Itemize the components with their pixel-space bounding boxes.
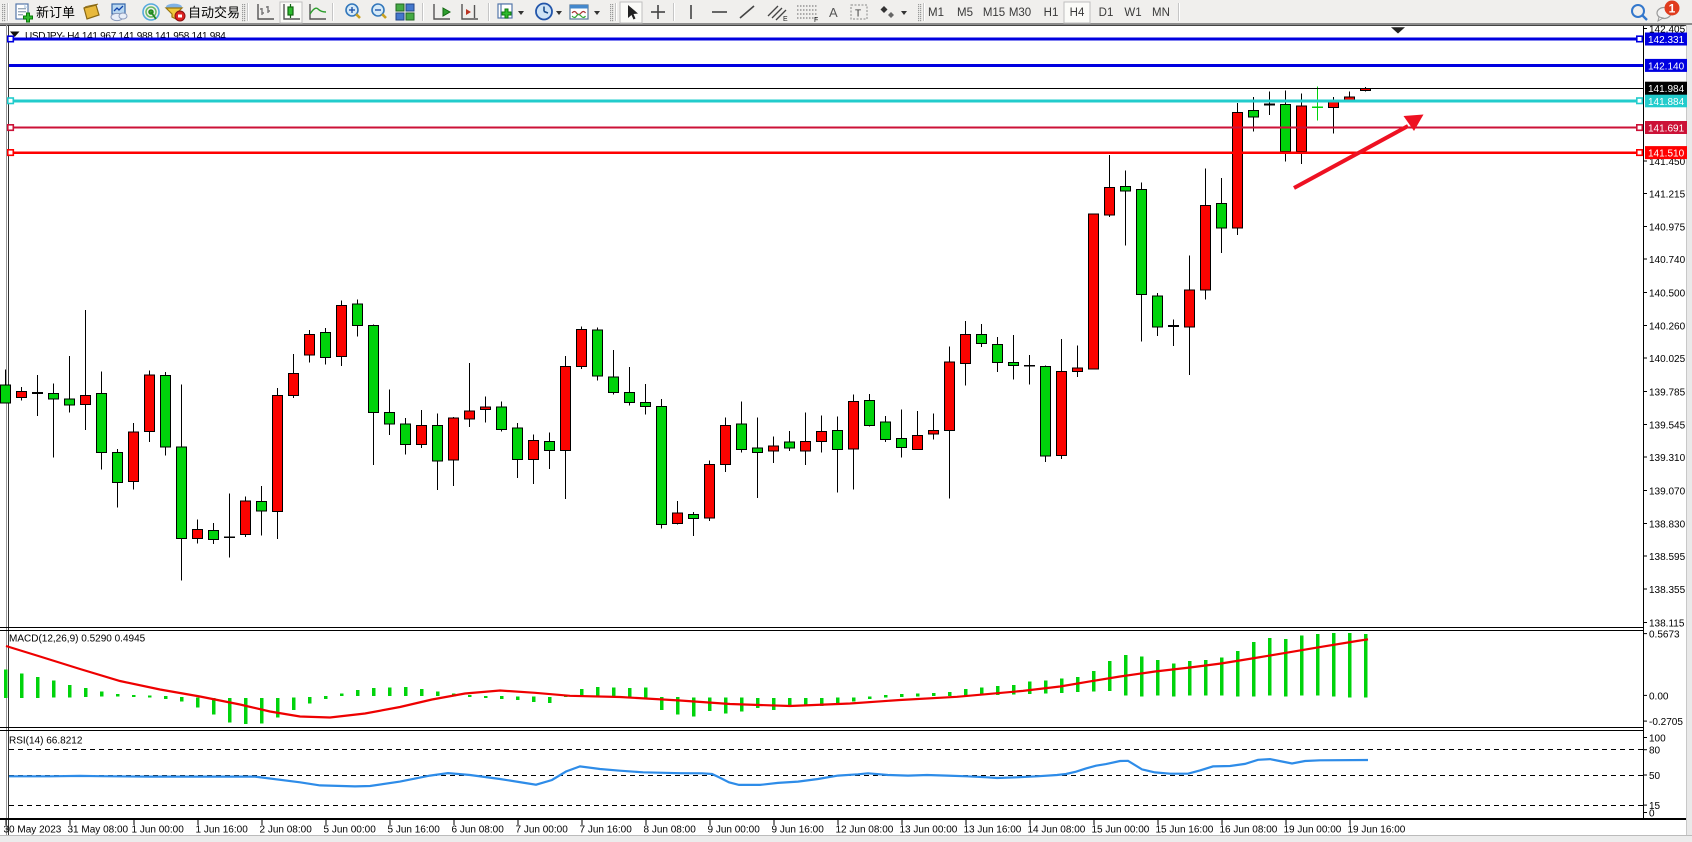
svg-text:141.215: 141.215 xyxy=(1649,189,1686,200)
svg-text:8 Jun 08:00: 8 Jun 08:00 xyxy=(644,824,697,835)
svg-text:MACD(12,26,9) 0.5290 0.4945: MACD(12,26,9) 0.5290 0.4945 xyxy=(9,634,146,645)
svg-text:1 Jun 00:00: 1 Jun 00:00 xyxy=(132,824,185,835)
svg-text:7 Jun 16:00: 7 Jun 16:00 xyxy=(580,824,633,835)
svg-text:H1: H1 xyxy=(1044,7,1059,19)
svg-text:141.884: 141.884 xyxy=(1648,97,1685,108)
svg-text:6 Jun 08:00: 6 Jun 08:00 xyxy=(452,824,505,835)
svg-text:M15: M15 xyxy=(983,7,1005,19)
svg-text:M5: M5 xyxy=(957,7,973,19)
svg-text:80: 80 xyxy=(1649,746,1661,757)
svg-text:M30: M30 xyxy=(1009,7,1031,19)
svg-text:140.025: 140.025 xyxy=(1649,354,1686,365)
svg-text:RSI(14) 66.8212: RSI(14) 66.8212 xyxy=(9,736,83,747)
svg-text:USDJPY-,H4 141.967 141.988 14: USDJPY-,H4 141.967 141.988 141.958 141.9… xyxy=(25,31,226,42)
svg-text:142.140: 142.140 xyxy=(1648,61,1685,72)
svg-text:15: 15 xyxy=(1649,801,1661,812)
svg-text:138.830: 138.830 xyxy=(1649,520,1686,531)
svg-text:138.595: 138.595 xyxy=(1649,552,1686,563)
svg-text:9 Jun 00:00: 9 Jun 00:00 xyxy=(708,824,761,835)
svg-text:100: 100 xyxy=(1649,734,1666,745)
svg-text:139.785: 139.785 xyxy=(1649,387,1686,398)
svg-text:2 Jun 08:00: 2 Jun 08:00 xyxy=(260,824,313,835)
svg-text:140.975: 140.975 xyxy=(1649,223,1686,234)
svg-text:16 Jun 08:00: 16 Jun 08:00 xyxy=(1220,824,1278,835)
svg-text:140.260: 140.260 xyxy=(1649,322,1686,333)
svg-text:1: 1 xyxy=(1669,2,1676,16)
svg-text:D1: D1 xyxy=(1099,7,1114,19)
svg-text:自动交易: 自动交易 xyxy=(188,5,240,20)
svg-text:1 Jun 16:00: 1 Jun 16:00 xyxy=(196,824,249,835)
svg-text:0: 0 xyxy=(1649,809,1655,820)
svg-text:141.450: 141.450 xyxy=(1649,157,1686,168)
svg-text:W1: W1 xyxy=(1124,7,1141,19)
svg-text:13 Jun 16:00: 13 Jun 16:00 xyxy=(964,824,1022,835)
svg-text:142.405: 142.405 xyxy=(1649,25,1686,36)
svg-text:141.984: 141.984 xyxy=(1648,84,1685,95)
svg-text:14 Jun 08:00: 14 Jun 08:00 xyxy=(1028,824,1086,835)
svg-text:7 Jun 00:00: 7 Jun 00:00 xyxy=(516,824,569,835)
svg-text:31 May 08:00: 31 May 08:00 xyxy=(68,824,129,835)
svg-text:5 Jun 16:00: 5 Jun 16:00 xyxy=(388,824,441,835)
svg-text:新订单: 新订单 xyxy=(36,5,75,20)
svg-text:139.545: 139.545 xyxy=(1649,421,1686,432)
svg-text:19 Jun 00:00: 19 Jun 00:00 xyxy=(1284,824,1342,835)
svg-text:142.331: 142.331 xyxy=(1648,35,1685,46)
svg-text:141.691: 141.691 xyxy=(1648,124,1685,135)
svg-text:0.00: 0.00 xyxy=(1649,691,1669,702)
svg-text:T: T xyxy=(855,9,861,20)
svg-text:140.740: 140.740 xyxy=(1649,255,1686,266)
svg-text:5 Jun 00:00: 5 Jun 00:00 xyxy=(324,824,377,835)
svg-text:0.5673: 0.5673 xyxy=(1649,630,1680,641)
svg-text:M1: M1 xyxy=(928,7,944,19)
svg-text:15 Jun 00:00: 15 Jun 00:00 xyxy=(1092,824,1150,835)
svg-text:19 Jun 16:00: 19 Jun 16:00 xyxy=(1348,824,1406,835)
svg-text:H4: H4 xyxy=(1070,7,1085,19)
svg-text:13 Jun 00:00: 13 Jun 00:00 xyxy=(900,824,958,835)
svg-text:138.115: 138.115 xyxy=(1649,618,1685,629)
svg-text:139.310: 139.310 xyxy=(1649,453,1686,464)
svg-text:140.500: 140.500 xyxy=(1649,288,1686,299)
svg-text:MN: MN xyxy=(1152,7,1170,19)
svg-text:138.355: 138.355 xyxy=(1649,585,1686,596)
svg-text:139.070: 139.070 xyxy=(1649,486,1686,497)
svg-text:50: 50 xyxy=(1649,771,1661,782)
svg-text:15 Jun 16:00: 15 Jun 16:00 xyxy=(1156,824,1214,835)
svg-text:141.510: 141.510 xyxy=(1648,149,1685,160)
svg-text:9 Jun 16:00: 9 Jun 16:00 xyxy=(772,824,825,835)
svg-text:30 May 2023: 30 May 2023 xyxy=(4,824,62,835)
svg-text:E: E xyxy=(783,16,788,23)
svg-text:12 Jun 08:00: 12 Jun 08:00 xyxy=(836,824,894,835)
svg-text:A: A xyxy=(829,5,838,20)
svg-text:F: F xyxy=(814,17,818,24)
svg-text:-0.2705: -0.2705 xyxy=(1649,717,1683,728)
